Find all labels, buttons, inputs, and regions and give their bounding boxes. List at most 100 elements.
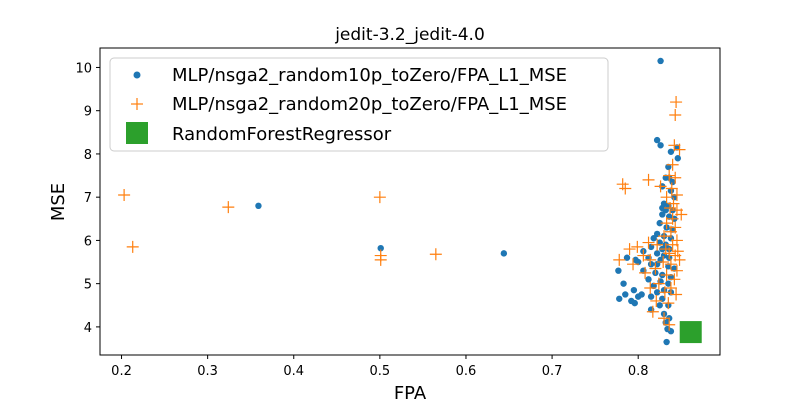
x-tick-label: 0.4 <box>283 364 304 379</box>
series-1-point-1 <box>657 57 664 65</box>
series-2-point-7 <box>429 248 442 261</box>
y-tick-label: 4 <box>84 321 92 336</box>
series-2-point-3 <box>222 201 235 214</box>
series-3-point-1 <box>679 321 702 344</box>
series-1-point-66 <box>634 293 642 300</box>
series-1-point-46 <box>647 260 655 268</box>
x-tick-label: 0.7 <box>542 364 563 379</box>
y-tick-label: 8 <box>84 148 92 163</box>
series-2-point-32 <box>642 236 655 249</box>
series-1-point-69 <box>616 295 623 302</box>
series-1-point-30 <box>650 235 657 242</box>
legend-label-series-3: RandomForestRegressor <box>172 124 392 145</box>
series-2-point-61 <box>658 312 671 325</box>
series-2-point-36 <box>631 240 644 253</box>
series-2-point-9 <box>669 109 682 122</box>
series-2-point-1 <box>118 189 131 202</box>
series-2-point-35 <box>623 243 636 256</box>
x-tick-label: 0.6 <box>456 364 477 379</box>
series-1-point-22 <box>659 211 666 218</box>
series-1-point-2 <box>255 202 262 210</box>
series-2-point-50 <box>639 266 652 279</box>
series-2-point-54 <box>644 281 657 294</box>
series-1-point-57 <box>665 280 672 287</box>
series-2-point-13 <box>663 169 676 182</box>
series-2-point-29 <box>664 225 677 238</box>
series-2-point-19 <box>665 182 678 195</box>
y-tick-label: 5 <box>84 278 92 293</box>
series-1-point-72 <box>656 302 663 309</box>
series-2-point-15 <box>642 173 655 186</box>
series-2-point-40 <box>637 249 650 262</box>
series-2-point-33 <box>651 238 664 251</box>
series-2-point-17 <box>619 182 632 195</box>
y-tick-label: 9 <box>84 105 92 120</box>
legend-label-series-2: MLP/nsga2_random20p_toZero/FPA_L1_MSE <box>172 94 567 115</box>
series-2-point-30 <box>658 230 671 243</box>
chart-title: jedit-3.2_jedit-4.0 <box>334 25 485 45</box>
legend-marker-series-1 <box>133 71 141 79</box>
series-1-point-25 <box>656 219 663 227</box>
series-1-point-4 <box>500 250 508 257</box>
series-2-point-53 <box>652 277 665 290</box>
series-2-point-43 <box>644 253 657 266</box>
series-2-point-21 <box>660 191 673 204</box>
series-1-point-13 <box>669 178 676 186</box>
legend-label-series-1: MLP/nsga2_random10p_toZero/FPA_L1_MSE <box>172 65 567 86</box>
series-1-point-8 <box>667 148 675 155</box>
x-tick-label: 0.3 <box>197 364 218 379</box>
plot-area <box>118 57 702 346</box>
series-2-point-18 <box>654 180 667 193</box>
series-2-point-56 <box>658 286 671 299</box>
series-1-point-38 <box>653 250 661 257</box>
series-2-point-45 <box>673 253 686 266</box>
series-1-point-5 <box>653 136 661 144</box>
series-1-point-80 <box>663 338 670 346</box>
legend-box <box>109 57 609 152</box>
series-2-point-57 <box>670 288 683 301</box>
y-tick-label: 7 <box>84 191 92 206</box>
y-tick-label: 10 <box>75 61 92 76</box>
series-2-point-8 <box>670 96 683 109</box>
series-2-point-55 <box>664 281 677 294</box>
series-2-point-34 <box>666 238 679 251</box>
x-tick-label: 0.2 <box>111 364 132 379</box>
series-1-point-62 <box>653 289 661 296</box>
series-2-point-59 <box>662 297 675 310</box>
series-1-point-50 <box>615 267 622 274</box>
y-tick-label: 6 <box>84 234 92 249</box>
series-2-point-52 <box>668 273 681 286</box>
series-2-point-60 <box>646 305 659 318</box>
series-1-point-64 <box>622 291 629 298</box>
legend: MLP/nsga2_random10p_toZero/FPA_L1_MSE ML… <box>109 57 609 152</box>
series-2-point-48 <box>649 262 662 275</box>
y-axis-label: MSE <box>48 183 69 221</box>
series-1-point-71 <box>631 299 638 307</box>
series-2-point-27 <box>660 217 673 230</box>
x-tick-label: 0.8 <box>628 364 649 379</box>
series-1-point-3 <box>377 244 384 252</box>
series-2-point-51 <box>660 269 673 282</box>
series-1-point-6 <box>657 142 664 149</box>
series-1-point-60 <box>630 286 638 294</box>
series-2-point-42 <box>613 253 626 266</box>
series-2-point-46 <box>627 258 640 271</box>
series-2-point-39 <box>663 247 676 260</box>
series-2-point-2 <box>126 240 139 253</box>
series-2-point-12 <box>666 158 679 171</box>
series-2-point-26 <box>666 212 679 225</box>
series-2-point-25 <box>675 208 688 221</box>
series-2-point-11 <box>673 143 686 156</box>
series-2-point-4 <box>373 191 386 204</box>
series-2-point-49 <box>670 264 683 277</box>
series-2-point-6 <box>374 253 387 266</box>
series-2-point-20 <box>670 189 683 202</box>
series-2-point-58 <box>650 294 663 307</box>
axes-frame <box>99 47 721 356</box>
x-tick-label: 0.5 <box>370 364 391 379</box>
series-2-point-47 <box>664 258 677 271</box>
series-2-point-44 <box>657 256 670 269</box>
series-1-point-55 <box>645 276 652 283</box>
series-1-point-9 <box>674 155 682 162</box>
